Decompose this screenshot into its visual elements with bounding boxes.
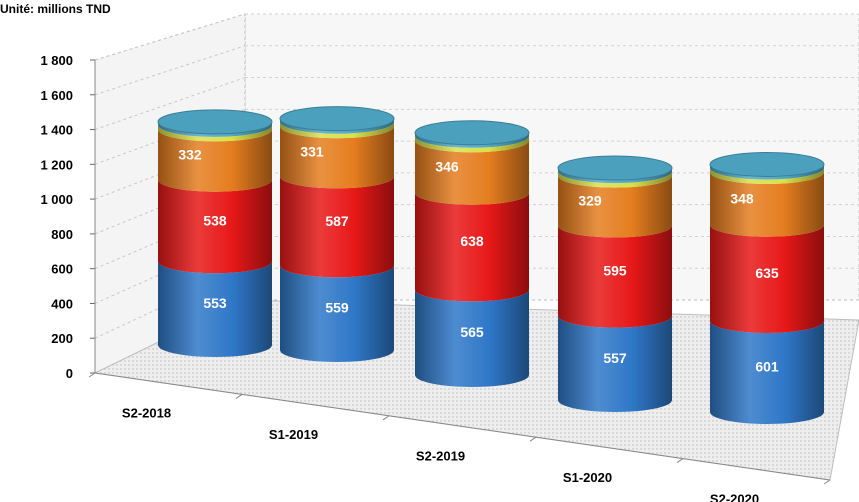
cylinder-segment	[158, 124, 272, 142]
cylinder-segment	[415, 135, 529, 153]
cylinder-stack: 559 587 331	[279, 106, 395, 362]
cylinder-stack: 601 635 348	[709, 151, 825, 424]
cylinder-segment	[280, 118, 394, 134]
cylinder-segment	[710, 172, 824, 237]
bars: 5535383325595873315656383465575953296016…	[157, 106, 825, 424]
x-tick-mark	[676, 458, 684, 464]
cylinder-segment	[558, 315, 672, 412]
value-label: 587	[325, 213, 349, 229]
x-category-label: S1-2020	[563, 470, 612, 485]
cylinder-segment	[280, 121, 394, 139]
x-tick-mark	[235, 393, 243, 399]
x-tick-mark	[529, 436, 537, 442]
value-label: 565	[460, 324, 484, 340]
x-category-label: S2-2018	[122, 406, 171, 421]
cylinder-stack: 565 638 346	[414, 120, 530, 387]
y-tick-label: 1 000	[40, 192, 73, 207]
cylinder-segment	[558, 175, 672, 238]
x-category-label: S2-2020	[710, 491, 759, 502]
x-axis-line	[94, 372, 831, 481]
cylinder-segment	[710, 167, 824, 185]
cylinder-segment	[280, 126, 394, 189]
cylinder-segment	[158, 261, 272, 357]
gridline-side	[94, 45, 246, 96]
cylinder-top	[157, 109, 273, 135]
cylinder-top	[279, 106, 395, 132]
value-label: 332	[178, 147, 202, 163]
x-tick-mark	[382, 415, 390, 421]
x-tick-mark	[88, 372, 96, 378]
value-label: 557	[603, 350, 627, 366]
cylinder-segment	[558, 168, 672, 184]
cylinder-top	[709, 151, 825, 177]
cylinder-top	[414, 120, 530, 146]
value-label: 635	[755, 265, 779, 281]
cylinder-segment	[415, 132, 529, 148]
cylinder-segment	[158, 129, 272, 192]
cylinder-stack: 553 538 332	[157, 109, 273, 357]
cylinder-segment	[280, 176, 394, 278]
cylinder-segment	[710, 164, 824, 180]
gridline-side	[94, 13, 246, 61]
cylinder-segment	[710, 224, 824, 333]
cylinder-segment	[558, 171, 672, 188]
value-label: 559	[325, 300, 349, 316]
value-label: 638	[460, 233, 484, 249]
y-axis: 0 200 400 600 800 1 000 1 200 1 400 1 600 1 800	[40, 53, 831, 481]
y-tick-label: 800	[51, 227, 73, 242]
value-label: 601	[755, 358, 779, 374]
cylinder-segment	[558, 225, 672, 328]
cylinder-segment	[280, 265, 394, 362]
value-label: 329	[578, 193, 602, 209]
y-tick-label: 0	[66, 366, 73, 381]
cylinder-segment	[158, 121, 272, 137]
value-label: 538	[203, 212, 227, 228]
x-tick-mark	[823, 479, 831, 485]
cylinder-segment	[415, 289, 529, 387]
value-label: 346	[435, 159, 459, 175]
cylinder-segment	[158, 179, 272, 274]
cylinder-segment	[710, 320, 824, 424]
y-tick-label: 600	[51, 262, 73, 277]
y-tick-label: 1 200	[40, 157, 73, 172]
y-tick-label: 1 600	[40, 88, 73, 103]
value-label: 331	[300, 143, 324, 159]
value-label: 595	[603, 263, 627, 279]
cylinder-segment	[415, 192, 529, 302]
y-tick-label: 400	[51, 296, 73, 311]
y-tick-label: 1 800	[40, 53, 73, 68]
unit-label: Unité: millions TND	[0, 2, 111, 16]
y-tick-label: 1 400	[40, 123, 73, 138]
cylinder-top	[557, 155, 673, 181]
gridline-side	[94, 77, 246, 131]
x-category-label: S2-2019	[416, 449, 465, 464]
x-axis: S2-2018 S1-2019 S2-2019 S1-2020 S2-2020	[88, 372, 831, 502]
x-category-label: S1-2019	[269, 427, 318, 442]
value-label: 348	[730, 190, 754, 206]
cylinder-segment	[415, 140, 529, 205]
value-label: 553	[203, 295, 227, 311]
cylinder-stack: 557 595 329	[557, 155, 673, 412]
y-tick-label: 200	[51, 331, 73, 346]
